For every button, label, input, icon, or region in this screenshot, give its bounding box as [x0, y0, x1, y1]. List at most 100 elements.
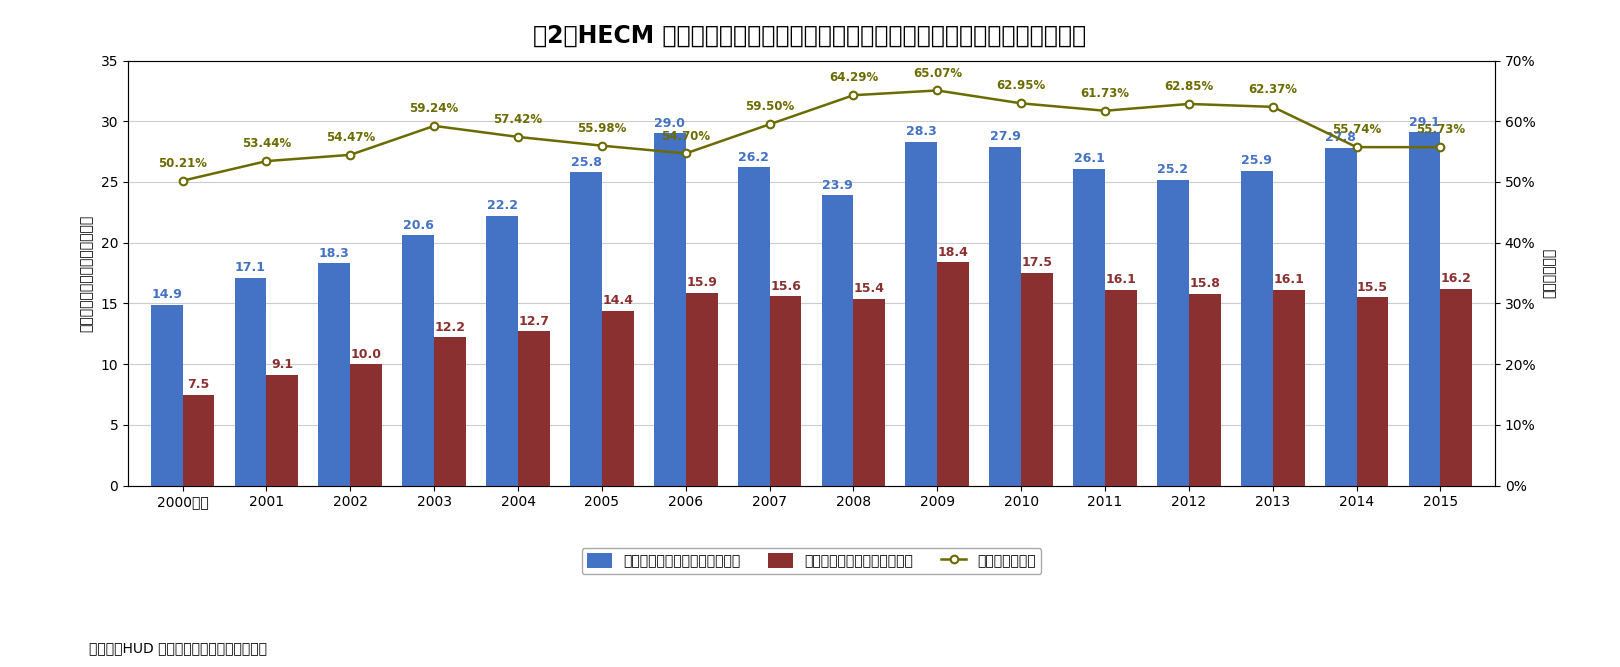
Text: 14.4: 14.4 — [603, 294, 633, 307]
Text: 57.42%: 57.42% — [494, 113, 543, 126]
Text: 16.1: 16.1 — [1105, 273, 1136, 286]
Legend: 融資対象平均住宅価格（左軸）, 平均初期元本限度額（右軸）, 掛け値（右軸）: 融資対象平均住宅価格（左軸）, 平均初期元本限度額（右軸）, 掛け値（右軸） — [582, 548, 1042, 574]
Bar — [685, 293, 718, 486]
Bar — [1021, 273, 1053, 486]
掛け値（右軸） — [1179, 100, 1199, 108]
Text: 15.8: 15.8 — [1189, 277, 1220, 290]
掛け値（右軸） — [340, 151, 360, 159]
Bar — [1189, 293, 1221, 486]
Text: 64.29%: 64.29% — [829, 71, 878, 84]
Bar — [350, 364, 382, 486]
Text: 15.9: 15.9 — [687, 276, 718, 289]
Text: 62.95%: 62.95% — [996, 79, 1047, 93]
Text: 62.37%: 62.37% — [1249, 83, 1298, 96]
Bar — [1241, 171, 1273, 486]
Text: 17.1: 17.1 — [235, 261, 266, 274]
Bar — [1105, 290, 1137, 486]
Text: 54.70%: 54.70% — [661, 129, 710, 143]
掛け値（右軸） — [593, 141, 612, 149]
Text: 14.9: 14.9 — [151, 288, 181, 301]
掛け値（右軸） — [676, 149, 695, 157]
Bar — [737, 167, 770, 486]
Bar — [235, 278, 266, 486]
Text: 16.1: 16.1 — [1273, 273, 1304, 286]
Bar — [854, 299, 886, 486]
Bar — [402, 235, 434, 486]
Text: 28.3: 28.3 — [906, 125, 936, 138]
Text: 12.7: 12.7 — [518, 315, 549, 327]
Bar — [821, 195, 854, 486]
掛け値（右軸） — [424, 122, 444, 130]
Text: 18.3: 18.3 — [319, 247, 350, 259]
Bar — [486, 216, 518, 486]
Bar — [1409, 132, 1440, 486]
掛け値（右軸） — [1346, 143, 1366, 151]
Text: 53.44%: 53.44% — [241, 137, 292, 150]
Text: 26.1: 26.1 — [1074, 152, 1105, 165]
Text: 18.4: 18.4 — [938, 245, 969, 259]
Text: 17.5: 17.5 — [1022, 256, 1053, 269]
Text: 15.4: 15.4 — [854, 282, 885, 295]
Text: （資料）HUD プレゼン資料に基づき作成。: （資料）HUD プレゼン資料に基づき作成。 — [89, 641, 267, 655]
Bar — [906, 142, 938, 486]
Text: 25.2: 25.2 — [1157, 163, 1189, 176]
Bar — [654, 133, 685, 486]
Text: 10.0: 10.0 — [352, 348, 382, 361]
Text: 25.8: 25.8 — [570, 155, 601, 169]
Bar — [570, 172, 603, 486]
掛け値（右軸） — [928, 87, 948, 95]
Text: 55.98%: 55.98% — [577, 122, 627, 135]
Text: 55.74%: 55.74% — [1332, 123, 1382, 136]
Bar — [151, 305, 183, 486]
Y-axis label: 住宅価格・元本限度（万ドル）: 住宅価格・元本限度（万ドル） — [79, 215, 94, 331]
Text: 27.8: 27.8 — [1325, 131, 1356, 144]
掛け値（右軸） — [256, 157, 275, 165]
掛け値（右軸） — [1264, 103, 1283, 111]
掛け値（右軸） — [1011, 99, 1030, 107]
Text: 9.1: 9.1 — [271, 358, 293, 372]
Y-axis label: 掛け値（％）: 掛け値（％） — [1542, 248, 1557, 298]
Text: 20.6: 20.6 — [403, 219, 434, 232]
Line: 掛け値（右軸）: 掛け値（右軸） — [178, 87, 1445, 185]
Text: 29.0: 29.0 — [654, 117, 685, 130]
Text: 12.2: 12.2 — [434, 321, 465, 334]
Bar — [938, 262, 969, 486]
Bar — [183, 395, 214, 486]
Text: 25.9: 25.9 — [1241, 155, 1272, 167]
Text: 55.73%: 55.73% — [1416, 123, 1464, 136]
Bar — [990, 147, 1021, 486]
Bar — [434, 338, 467, 486]
Text: 50.21%: 50.21% — [159, 157, 207, 170]
掛け値（右軸） — [760, 120, 779, 128]
Text: 54.47%: 54.47% — [326, 131, 374, 144]
Bar — [1072, 169, 1105, 486]
掛け値（右軸） — [173, 177, 193, 185]
Text: 61.73%: 61.73% — [1081, 87, 1129, 100]
掛け値（右軸） — [1430, 143, 1450, 151]
Bar — [266, 375, 298, 486]
Text: 26.2: 26.2 — [739, 151, 770, 164]
Text: 65.07%: 65.07% — [912, 67, 962, 79]
Text: 27.9: 27.9 — [990, 130, 1021, 143]
Text: 23.9: 23.9 — [823, 179, 852, 191]
Text: 図2　HECM 対象住宅の平均市場価格・平均初期元本限度額・融資掛け値の推移: 図2 HECM 対象住宅の平均市場価格・平均初期元本限度額・融資掛け値の推移 — [533, 23, 1087, 47]
Text: 16.2: 16.2 — [1440, 272, 1473, 285]
Bar — [603, 311, 633, 486]
Text: 29.1: 29.1 — [1409, 115, 1440, 129]
Bar — [1273, 290, 1304, 486]
Bar — [770, 296, 802, 486]
Bar — [319, 263, 350, 486]
Bar — [1157, 179, 1189, 486]
Bar — [1356, 297, 1388, 486]
掛け値（右軸） — [509, 133, 528, 141]
Bar — [1440, 289, 1473, 486]
掛け値（右軸） — [1095, 107, 1115, 115]
Text: 15.6: 15.6 — [770, 279, 800, 293]
掛け値（右軸） — [844, 91, 863, 99]
Bar — [1325, 148, 1356, 486]
Text: 15.5: 15.5 — [1358, 281, 1388, 293]
Bar — [518, 331, 549, 486]
Text: 59.24%: 59.24% — [410, 102, 458, 115]
Text: 62.85%: 62.85% — [1165, 80, 1213, 93]
Text: 59.50%: 59.50% — [745, 100, 794, 113]
